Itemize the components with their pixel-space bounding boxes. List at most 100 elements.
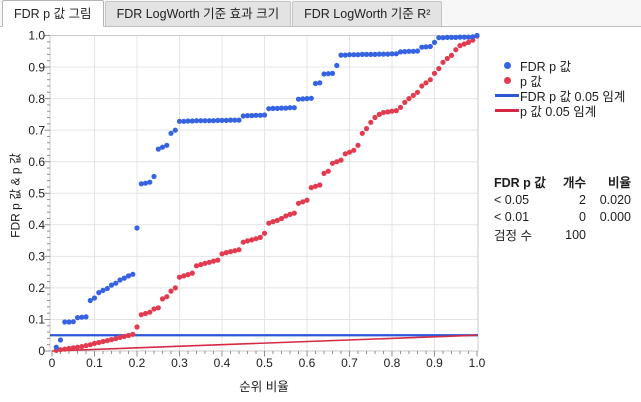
- data-point[interactable]: [117, 277, 123, 283]
- data-point[interactable]: [176, 118, 183, 124]
- data-point[interactable]: [440, 35, 446, 41]
- data-point[interactable]: [189, 118, 195, 124]
- data-point[interactable]: [325, 71, 331, 77]
- data-point[interactable]: [66, 345, 72, 352]
- data-point[interactable]: [181, 118, 187, 124]
- data-point[interactable]: [444, 34, 450, 40]
- data-point[interactable]: [91, 340, 98, 346]
- data-point[interactable]: [202, 118, 208, 124]
- data-point[interactable]: [461, 41, 467, 47]
- data-point[interactable]: [134, 324, 140, 330]
- p-series[interactable]: [53, 33, 480, 354]
- data-point[interactable]: [321, 71, 327, 77]
- data-point[interactable]: [108, 282, 115, 288]
- data-point[interactable]: [151, 173, 157, 180]
- data-point[interactable]: [300, 96, 306, 102]
- data-point[interactable]: [232, 248, 238, 254]
- data-point[interactable]: [410, 48, 416, 54]
- data-point[interactable]: [359, 51, 365, 57]
- data-point[interactable]: [414, 89, 421, 95]
- data-point[interactable]: [291, 210, 297, 216]
- data-point[interactable]: [249, 113, 255, 119]
- data-point[interactable]: [465, 39, 472, 45]
- tab-fdr-logworth-effect-size[interactable]: FDR LogWorth 기준 효과 크기: [104, 1, 292, 26]
- data-point[interactable]: [206, 118, 212, 124]
- data-point[interactable]: [151, 306, 157, 312]
- data-point[interactable]: [461, 34, 467, 40]
- data-point[interactable]: [300, 199, 306, 205]
- data-point[interactable]: [453, 47, 459, 53]
- data-point[interactable]: [125, 273, 132, 279]
- data-point[interactable]: [181, 273, 187, 279]
- data-point[interactable]: [168, 288, 174, 294]
- data-point[interactable]: [70, 345, 76, 351]
- fdr-p-series[interactable]: [53, 32, 480, 350]
- data-point[interactable]: [164, 142, 170, 148]
- data-point[interactable]: [376, 51, 382, 57]
- data-point[interactable]: [240, 113, 246, 119]
- data-point[interactable]: [74, 315, 81, 321]
- data-point[interactable]: [368, 119, 374, 125]
- data-point[interactable]: [100, 338, 106, 345]
- data-point[interactable]: [155, 146, 161, 152]
- data-point[interactable]: [342, 151, 348, 157]
- data-point[interactable]: [232, 117, 238, 123]
- data-point[interactable]: [240, 239, 246, 245]
- data-point[interactable]: [270, 105, 276, 111]
- data-point[interactable]: [130, 331, 136, 337]
- data-point[interactable]: [210, 258, 217, 264]
- data-point[interactable]: [368, 51, 374, 57]
- data-point[interactable]: [283, 105, 289, 111]
- data-point[interactable]: [436, 35, 442, 41]
- data-point[interactable]: [117, 334, 123, 340]
- data-point[interactable]: [257, 234, 263, 240]
- data-point[interactable]: [70, 319, 76, 325]
- data-point[interactable]: [372, 51, 378, 57]
- data-point[interactable]: [91, 295, 98, 301]
- data-point[interactable]: [261, 230, 268, 236]
- data-point[interactable]: [351, 147, 357, 153]
- data-point[interactable]: [223, 250, 229, 256]
- data-point[interactable]: [121, 275, 127, 281]
- data-point[interactable]: [453, 34, 459, 40]
- data-point[interactable]: [457, 34, 463, 40]
- data-point[interactable]: [185, 272, 191, 278]
- data-point[interactable]: [308, 95, 314, 101]
- data-point[interactable]: [53, 344, 59, 350]
- data-point[interactable]: [397, 104, 404, 110]
- legend-item-fdr-threshold[interactable]: FDR p 값 0.05 임계: [494, 88, 625, 104]
- data-point[interactable]: [397, 49, 404, 55]
- tab-fdr-p-plot[interactable]: FDR p 값 그림: [2, 0, 104, 27]
- data-point[interactable]: [406, 96, 412, 102]
- data-point[interactable]: [389, 108, 395, 114]
- data-point[interactable]: [83, 314, 89, 320]
- data-point[interactable]: [410, 92, 416, 98]
- data-point[interactable]: [261, 112, 268, 118]
- data-point[interactable]: [266, 220, 272, 226]
- data-point[interactable]: [440, 59, 446, 65]
- data-point[interactable]: [253, 236, 259, 242]
- legend-item-fdr-p[interactable]: FDR p 값: [494, 58, 625, 74]
- data-point[interactable]: [155, 305, 161, 311]
- data-point[interactable]: [87, 297, 93, 304]
- data-point[interactable]: [295, 200, 302, 206]
- data-point[interactable]: [338, 52, 344, 58]
- data-point[interactable]: [172, 127, 178, 133]
- data-point[interactable]: [108, 337, 115, 343]
- legend-item-p-threshold[interactable]: p 값 0.05 임계: [494, 103, 625, 119]
- data-point[interactable]: [62, 319, 68, 325]
- data-point[interactable]: [457, 43, 463, 49]
- data-point[interactable]: [380, 51, 387, 57]
- data-point[interactable]: [249, 237, 255, 243]
- data-point[interactable]: [419, 44, 425, 50]
- data-point[interactable]: [66, 319, 72, 325]
- data-point[interactable]: [334, 62, 340, 69]
- data-point[interactable]: [159, 144, 166, 150]
- data-point[interactable]: [427, 77, 433, 83]
- data-point[interactable]: [312, 183, 319, 189]
- data-point[interactable]: [274, 105, 280, 111]
- data-point[interactable]: [83, 343, 89, 349]
- data-point[interactable]: [253, 112, 259, 118]
- data-point[interactable]: [96, 339, 102, 346]
- data-point[interactable]: [312, 80, 319, 87]
